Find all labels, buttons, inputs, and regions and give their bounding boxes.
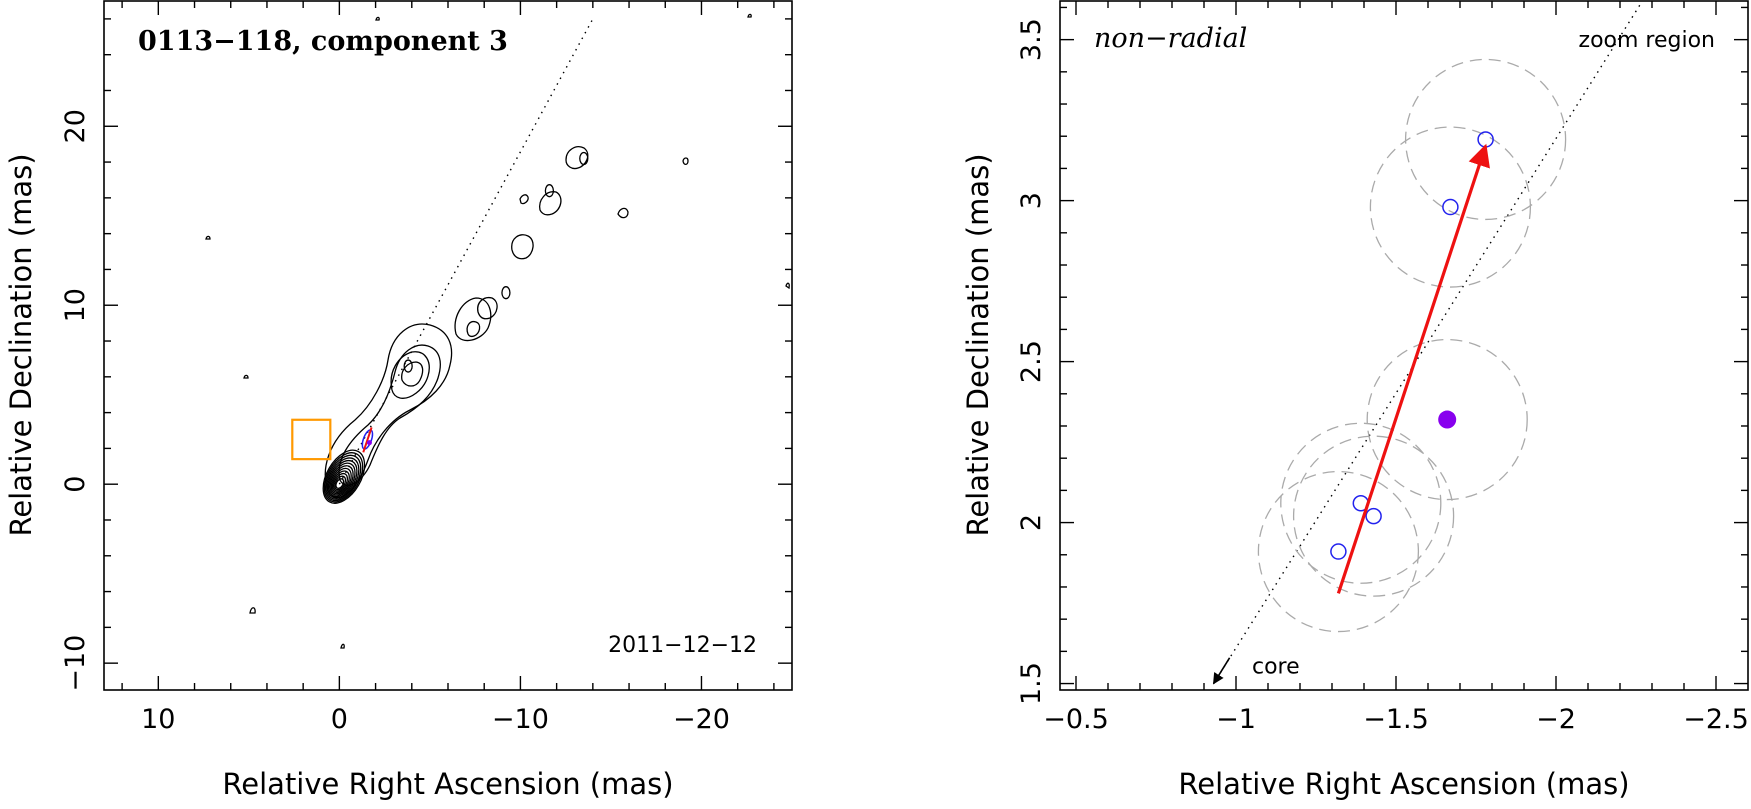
core-contour (323, 452, 364, 503)
jet-contour (682, 157, 689, 166)
y-tick-label: 20 (60, 109, 91, 143)
jet-contour (324, 323, 453, 498)
jet-contour (617, 207, 629, 219)
y-tick-label: 10 (60, 288, 91, 322)
core-label: core (1252, 654, 1300, 679)
x-tick-label: −2 (1536, 704, 1576, 735)
motion-vector-arrow (1336, 143, 1490, 594)
core-contour (322, 449, 366, 504)
left-panel-title: 0113−118, component 3 (138, 26, 508, 57)
left-contour-map (205, 13, 790, 649)
jet-contour (747, 13, 752, 18)
zoom-region-box (291, 418, 332, 461)
jet-contour (511, 234, 534, 260)
left-zoom-component-marker (361, 427, 374, 453)
jet-contour (340, 643, 345, 649)
component-position-point (1477, 131, 1494, 148)
right-jet-direction-line (1213, 1, 1643, 684)
y-tick-label: 3.5 (1016, 18, 1047, 61)
right-panel: −0.5 −1 −1.5 −2 −2.5 1.5 2 2.5 3 3.5 non−radial z… (961, 0, 1749, 801)
right-x-axis-label: Relative Right Ascension (mas) (1178, 767, 1629, 801)
component-position-point (1365, 507, 1382, 525)
right-y-axis-label: Relative Declination (mas) (961, 153, 995, 536)
y-tick-label: 1.5 (1016, 662, 1047, 705)
jet-contour (390, 351, 430, 399)
right-plot-frame (1059, 0, 1749, 691)
zoom-mean-marker (366, 440, 372, 446)
left-tick-labels: 10 0 −10 −20 −10 0 10 20 (60, 109, 730, 735)
zoom-region-label: zoom region (1579, 28, 1715, 53)
jet-contour (785, 282, 790, 290)
left-y-axis-label: Relative Declination (mas) (4, 153, 38, 536)
left-x-axis-label: Relative Right Ascension (mas) (222, 767, 673, 801)
jet-contour (338, 344, 441, 486)
mean-position-dot (1438, 410, 1457, 429)
jet-contour (477, 296, 498, 320)
jet-contour (401, 361, 424, 387)
left-epoch-date: 2011−12−12 (608, 633, 757, 658)
jet-contour (539, 191, 562, 216)
x-tick-label: −1.5 (1363, 704, 1429, 735)
jet-contour (375, 16, 380, 21)
jet-contour (565, 146, 589, 170)
core-direction-arrow (1212, 657, 1231, 685)
y-tick-label: 2.5 (1016, 340, 1047, 383)
jet-contour (466, 320, 481, 338)
y-tick-label: −10 (60, 635, 91, 692)
zoom-vector-marker (362, 427, 373, 453)
jet-contour (243, 374, 249, 379)
core-contour (326, 457, 360, 500)
right-tick-labels: −0.5 −1 −1.5 −2 −2.5 1.5 2 2.5 3 3.5 (1016, 18, 1749, 735)
y-tick-label: 0 (60, 476, 91, 493)
x-tick-label: −10 (492, 704, 549, 735)
jet-contour (519, 194, 529, 205)
left-axis-ticks (104, 1, 792, 690)
left-plot-frame (103, 0, 793, 691)
x-tick-label: −0.5 (1043, 704, 1109, 735)
x-tick-label: 0 (331, 704, 348, 735)
error-circle (1404, 58, 1567, 221)
error-circle (1292, 435, 1455, 597)
jet-contour (249, 607, 256, 614)
right-axis-ticks (1060, 1, 1748, 690)
component-position-point (1330, 543, 1347, 560)
right-panel-title: non−radial (1094, 23, 1247, 54)
position-error-circles (1257, 58, 1567, 633)
y-tick-label: 2 (1016, 514, 1047, 531)
core-contour (335, 478, 345, 489)
component-position-point (1442, 198, 1459, 216)
knot-contour (544, 184, 555, 198)
y-tick-label: 3 (1016, 192, 1047, 209)
error-circle (1280, 422, 1442, 584)
knot-contour (501, 286, 511, 300)
error-circle (1257, 470, 1420, 633)
core-contour (334, 475, 347, 491)
x-tick-label: −1 (1216, 704, 1256, 735)
knot-contour (579, 151, 589, 166)
mean-error-circle (1366, 338, 1528, 501)
jet-contour (205, 235, 211, 240)
x-tick-label: −2.5 (1683, 704, 1749, 735)
x-tick-label: 10 (141, 704, 175, 735)
knot-contour (403, 359, 413, 373)
error-circle (1369, 126, 1532, 288)
jet-contour (454, 297, 492, 342)
x-tick-label: −20 (673, 704, 730, 735)
